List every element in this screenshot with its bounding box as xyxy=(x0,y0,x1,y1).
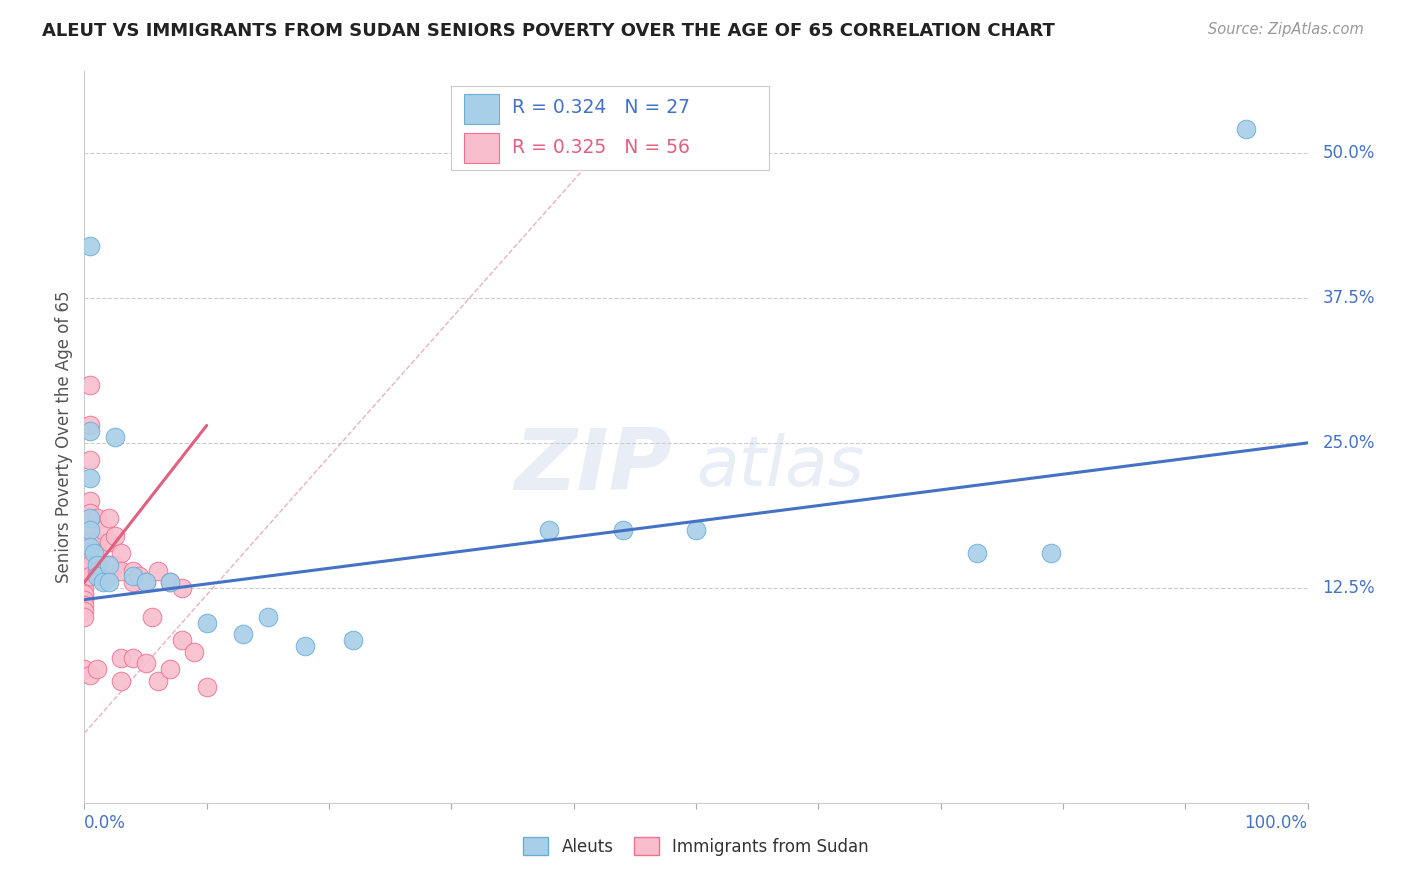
Point xyxy=(86,558,108,572)
Text: atlas: atlas xyxy=(696,433,863,500)
Point xyxy=(685,523,707,537)
Point xyxy=(79,668,101,682)
Point xyxy=(97,558,120,572)
Point xyxy=(79,453,101,467)
Point xyxy=(86,546,108,560)
Point xyxy=(146,564,169,578)
Point xyxy=(104,558,127,572)
Point xyxy=(91,558,114,572)
Point xyxy=(135,657,157,671)
Point xyxy=(79,534,101,549)
Text: 37.5%: 37.5% xyxy=(1322,289,1375,307)
Point xyxy=(86,662,108,676)
Text: 25.0%: 25.0% xyxy=(1322,434,1375,452)
Point xyxy=(141,610,163,624)
Text: 50.0%: 50.0% xyxy=(1322,144,1375,161)
Point xyxy=(135,575,157,590)
Point xyxy=(1236,122,1258,136)
Point xyxy=(128,569,150,583)
Point xyxy=(79,511,101,525)
Point xyxy=(79,541,101,555)
Point xyxy=(172,581,194,595)
Point xyxy=(79,377,101,392)
Point xyxy=(104,430,127,444)
Point xyxy=(122,564,145,578)
Point xyxy=(97,575,120,590)
Point xyxy=(110,564,132,578)
Point xyxy=(79,523,101,537)
Point xyxy=(172,633,194,648)
Point xyxy=(122,650,145,665)
Point xyxy=(342,633,364,648)
Text: ALEUT VS IMMIGRANTS FROM SUDAN SENIORS POVERTY OVER THE AGE OF 65 CORRELATION CH: ALEUT VS IMMIGRANTS FROM SUDAN SENIORS P… xyxy=(42,22,1054,40)
Point xyxy=(195,615,218,630)
Point xyxy=(159,662,181,676)
Point xyxy=(97,511,120,525)
Point xyxy=(73,662,96,676)
Point xyxy=(294,639,316,653)
Point xyxy=(73,599,96,613)
Point xyxy=(97,569,120,583)
Point xyxy=(135,575,157,590)
Text: 12.5%: 12.5% xyxy=(1322,579,1375,597)
Point xyxy=(79,418,101,433)
Point xyxy=(79,517,101,532)
Legend: Aleuts, Immigrants from Sudan: Aleuts, Immigrants from Sudan xyxy=(515,830,877,864)
Point xyxy=(146,673,169,688)
Point xyxy=(73,558,96,572)
Point xyxy=(73,569,96,583)
Point xyxy=(110,650,132,665)
Point xyxy=(86,569,108,583)
Point xyxy=(86,534,108,549)
Point xyxy=(73,610,96,624)
Point xyxy=(110,546,132,560)
Point xyxy=(104,529,127,543)
Point xyxy=(73,587,96,601)
Point xyxy=(1039,546,1062,560)
Point xyxy=(73,546,96,560)
Point xyxy=(538,523,561,537)
Point xyxy=(79,569,101,583)
Point xyxy=(91,523,114,537)
Point xyxy=(97,534,120,549)
Point xyxy=(97,558,120,572)
Point xyxy=(612,523,634,537)
Point xyxy=(73,581,96,595)
Point xyxy=(79,494,101,508)
Point xyxy=(159,575,181,590)
Point xyxy=(86,564,108,578)
Point xyxy=(79,238,101,252)
Y-axis label: Seniors Poverty Over the Age of 65: Seniors Poverty Over the Age of 65 xyxy=(55,291,73,583)
Point xyxy=(122,575,145,590)
Point xyxy=(159,575,181,590)
Text: 0.0%: 0.0% xyxy=(84,814,127,832)
Text: ZIP: ZIP xyxy=(513,425,672,508)
Point xyxy=(79,424,101,438)
Point xyxy=(110,673,132,688)
Point xyxy=(79,546,101,560)
Point xyxy=(73,592,96,607)
Point xyxy=(91,575,114,590)
Point xyxy=(195,680,218,694)
Point xyxy=(73,604,96,618)
Point xyxy=(73,575,96,590)
Point xyxy=(183,645,205,659)
Point xyxy=(73,552,96,566)
Point xyxy=(122,569,145,583)
Point xyxy=(966,546,988,560)
Point xyxy=(79,558,101,572)
Text: Source: ZipAtlas.com: Source: ZipAtlas.com xyxy=(1208,22,1364,37)
Text: 100.0%: 100.0% xyxy=(1244,814,1308,832)
Point xyxy=(86,511,108,525)
Point xyxy=(232,627,254,641)
Point xyxy=(79,506,101,520)
Point xyxy=(257,610,280,624)
Point xyxy=(83,546,105,560)
Point xyxy=(73,564,96,578)
Point xyxy=(79,471,101,485)
